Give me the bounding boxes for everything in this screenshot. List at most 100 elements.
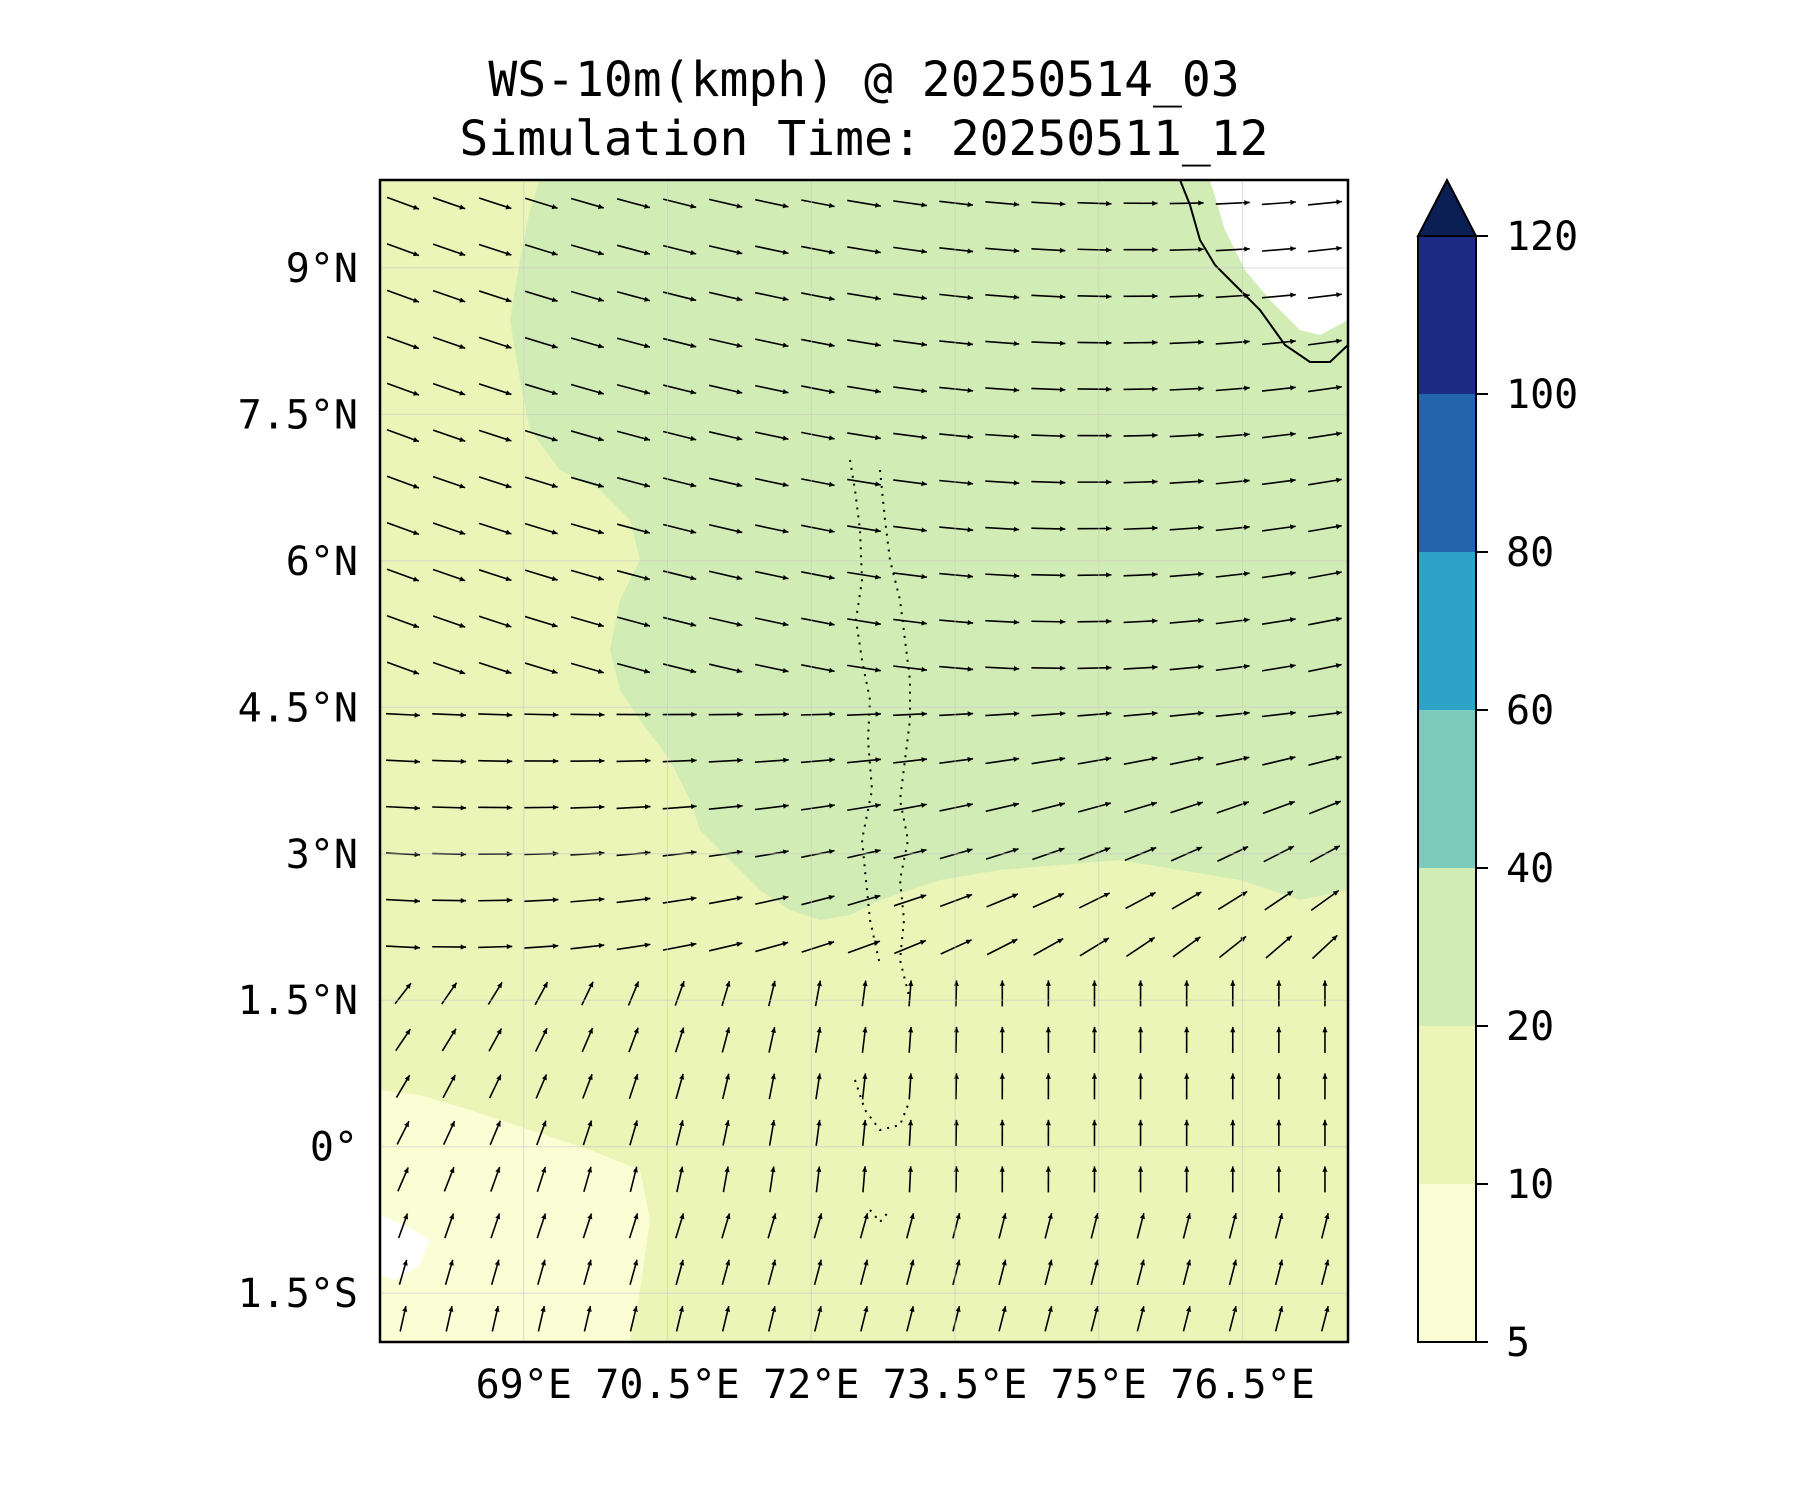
- wind-arrow: [1031, 294, 1066, 300]
- wind-arrow: [721, 1073, 731, 1100]
- wind-arrow: [998, 1259, 1007, 1286]
- wind-arrow: [1077, 386, 1112, 392]
- wind-arrow: [570, 383, 604, 395]
- latitude-tick-label: 1.5°N: [238, 978, 358, 1024]
- wind-arrow: [985, 387, 1020, 393]
- wind-arrow: [860, 1305, 869, 1332]
- wind-arrow: [478, 897, 513, 903]
- wind-arrow: [939, 340, 974, 347]
- wind-arrow: [847, 664, 881, 673]
- wind-arrow: [1136, 1213, 1145, 1239]
- wind-arrow: [940, 939, 972, 955]
- wind-arrow: [583, 1166, 593, 1193]
- wind-arrow: [1137, 1026, 1144, 1053]
- wind-arrow: [432, 522, 466, 535]
- wind-arrow: [1261, 478, 1296, 486]
- wind-arrow: [755, 570, 789, 581]
- wind-arrow: [524, 429, 558, 442]
- wind-arrow: [432, 898, 467, 904]
- wind-arrow: [1215, 292, 1250, 299]
- wind-arrow: [1091, 980, 1098, 1007]
- wind-arrow: [1310, 889, 1340, 912]
- wind-arrow: [1261, 431, 1296, 439]
- wind-arrow: [432, 712, 467, 718]
- wind-arrow: [582, 1073, 593, 1099]
- wind-arrow: [662, 523, 697, 534]
- colorbar-tick-label: 100: [1506, 372, 1578, 418]
- wind-arrow: [952, 1305, 961, 1332]
- wind-arrow: [628, 1027, 639, 1053]
- wind-arrow: [1169, 571, 1204, 578]
- wind-arrow: [801, 385, 835, 394]
- wind-arrow: [939, 200, 974, 208]
- wind-arrow: [1169, 525, 1204, 531]
- colorbar-tick-label: 20: [1506, 1004, 1554, 1050]
- wind-arrow: [386, 522, 420, 536]
- colorbar-segment: [1418, 394, 1476, 552]
- wind-arrow: [1264, 890, 1294, 911]
- wind-arrow: [1265, 935, 1293, 959]
- wind-arrow: [442, 1120, 456, 1145]
- wind-arrow: [1077, 247, 1112, 253]
- wind-arrow: [1230, 1166, 1236, 1193]
- wind-arrow: [616, 430, 651, 442]
- wind-vectors: [386, 196, 1342, 1332]
- wind-arrow: [386, 568, 420, 582]
- wind-arrow: [755, 524, 789, 534]
- wind-arrow: [616, 383, 651, 395]
- wind-arrow: [583, 1305, 592, 1332]
- wind-arrow: [524, 383, 558, 396]
- wind-arrow: [537, 1259, 546, 1286]
- wind-arrow: [861, 1073, 868, 1100]
- wind-arrow: [755, 895, 789, 905]
- wind-arrow: [1184, 1166, 1190, 1193]
- wind-arrow: [432, 382, 466, 396]
- latitude-tick-label: 6°N: [286, 539, 358, 585]
- wind-arrow: [395, 1028, 412, 1052]
- colorbar-segment: [1418, 1026, 1476, 1184]
- wind-arrow: [1031, 665, 1066, 671]
- wind-arrow: [985, 711, 1020, 717]
- wind-arrow: [1091, 1166, 1098, 1193]
- wind-arrow: [985, 294, 1020, 300]
- wind-arrow: [1123, 293, 1158, 299]
- wind-arrow: [1124, 801, 1158, 814]
- wind-arrow: [1031, 247, 1066, 253]
- wind-arrow: [1123, 525, 1158, 531]
- wind-arrow: [478, 476, 512, 489]
- wind-arrow: [999, 1026, 1005, 1053]
- map-panel: 69°E 70.5°E 72°E 73.5°E 75°E 76.5°E 9°N 7.5°N 6…: [238, 178, 1350, 1408]
- wind-arrow: [939, 526, 974, 533]
- map-frame: [378, 178, 1350, 1344]
- wind-arrow: [616, 476, 651, 488]
- wind-arrow: [1077, 340, 1112, 346]
- wind-arrow: [1274, 1305, 1284, 1332]
- wind-arrow: [1311, 934, 1338, 960]
- wind-arrow: [675, 1213, 685, 1239]
- wind-arrow: [985, 756, 1020, 765]
- wind-arrow: [1137, 1119, 1144, 1146]
- wind-arrow: [907, 1119, 914, 1146]
- wind-arrow: [1045, 1073, 1051, 1100]
- wind-arrow: [1215, 524, 1250, 532]
- wind-arrow: [478, 522, 512, 535]
- wind-arrow: [524, 804, 559, 810]
- wind-arrow: [908, 980, 914, 1007]
- wind-arrow: [629, 1259, 639, 1286]
- wind-arrow: [1045, 980, 1051, 1007]
- wind-arrow: [754, 803, 789, 811]
- wind-arrow: [524, 243, 558, 256]
- wind-arrow: [999, 980, 1005, 1007]
- wind-arrow: [939, 665, 974, 672]
- wind-arrow: [1320, 1305, 1330, 1332]
- wind-arrow: [893, 479, 928, 487]
- wind-arrow: [628, 1213, 639, 1239]
- wind-arrow: [1123, 664, 1158, 670]
- wind-arrow: [1261, 292, 1296, 299]
- wind-arrow: [386, 805, 421, 811]
- wind-arrow: [939, 247, 974, 254]
- wind-arrow: [1137, 1073, 1144, 1100]
- wind-arrow: [1276, 1026, 1282, 1053]
- title-line-1: WS-10m(kmph) @ 20250514_03: [488, 52, 1239, 108]
- wind-arrow: [386, 243, 420, 257]
